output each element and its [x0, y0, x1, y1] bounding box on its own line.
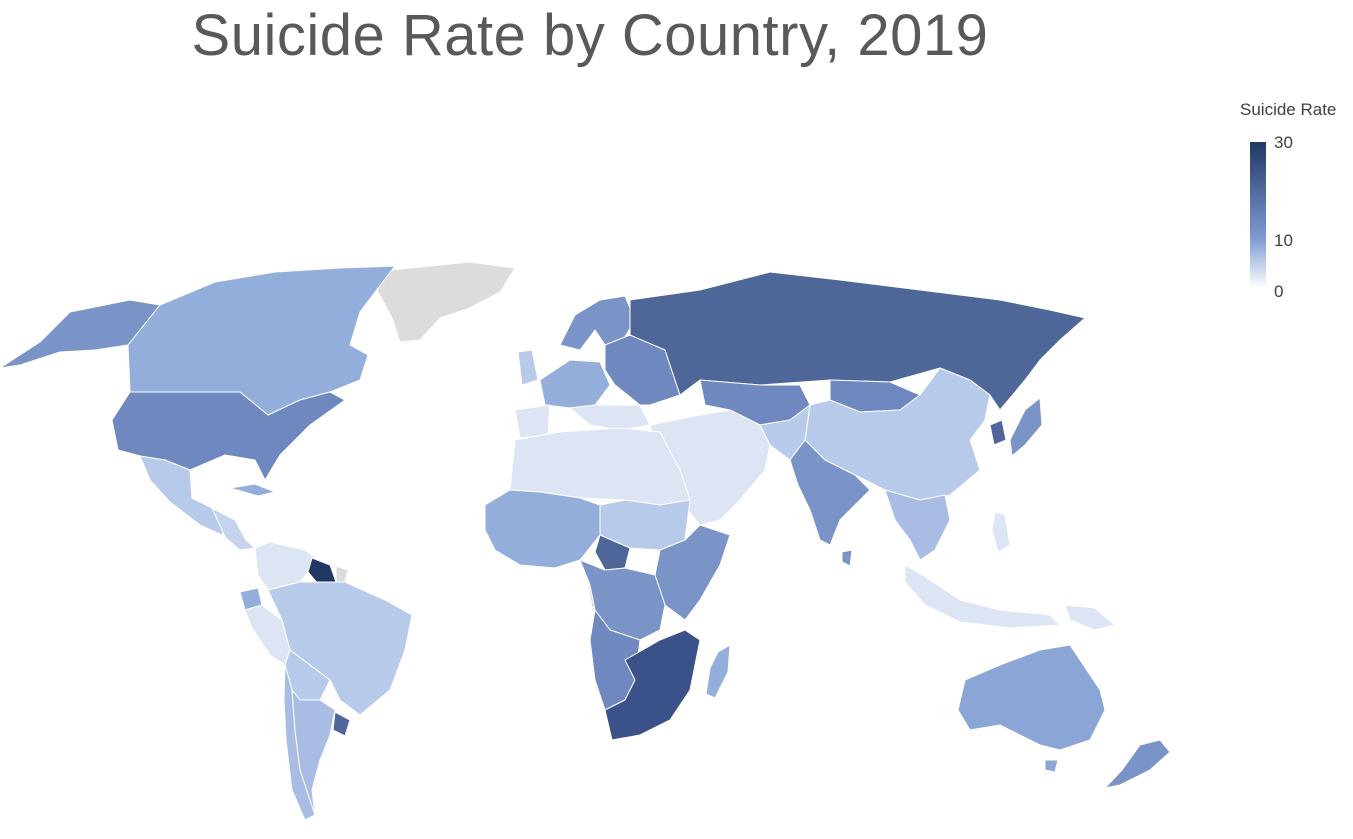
region-western-europe[interactable] [539, 359, 611, 409]
region-korea[interactable] [989, 419, 1007, 446]
legend-tick-min: 0 [1274, 282, 1284, 301]
region-central-africa[interactable] [579, 559, 666, 641]
legend-tick-mid: 10 [1274, 231, 1293, 250]
region-tasmania[interactable] [1044, 759, 1059, 773]
region-usa[interactable] [111, 391, 346, 481]
region-japan[interactable] [1009, 397, 1043, 457]
region-french-guiana[interactable] [335, 565, 349, 583]
region-new-zealand[interactable] [1104, 739, 1171, 789]
region-indonesia[interactable] [904, 564, 1061, 629]
region-uruguay[interactable] [332, 711, 351, 737]
region-papua-new-guinea[interactable] [1064, 604, 1116, 631]
region-uk[interactable] [517, 349, 539, 386]
map-title: Suicide Rate by Country, 2019 [191, 3, 989, 68]
region-west-africa[interactable] [484, 489, 601, 569]
region-russia[interactable] [629, 271, 1086, 411]
region-southern-africa[interactable] [604, 629, 701, 741]
region-australia[interactable] [957, 644, 1106, 751]
legend-color-bar [1250, 142, 1266, 288]
world-choropleth-map [0, 261, 1171, 821]
region-southern-europe[interactable] [569, 404, 651, 431]
region-madagascar[interactable] [705, 644, 731, 699]
region-argentina[interactable] [291, 689, 336, 816]
region-scandinavia[interactable] [559, 295, 636, 351]
region-greenland[interactable] [369, 261, 516, 343]
region-iberia[interactable] [514, 404, 551, 439]
region-mexico[interactable] [139, 455, 229, 536]
legend-tick-max: 30 [1274, 133, 1293, 152]
legend-title: Suicide Rate [1240, 100, 1337, 119]
region-guyana-suriname[interactable] [307, 557, 337, 585]
region-sri-lanka[interactable] [841, 549, 853, 567]
region-philippines[interactable] [991, 511, 1011, 553]
region-southeast-asia[interactable] [884, 489, 951, 561]
region-india[interactable] [789, 439, 871, 546]
region-cuba[interactable] [229, 483, 276, 497]
